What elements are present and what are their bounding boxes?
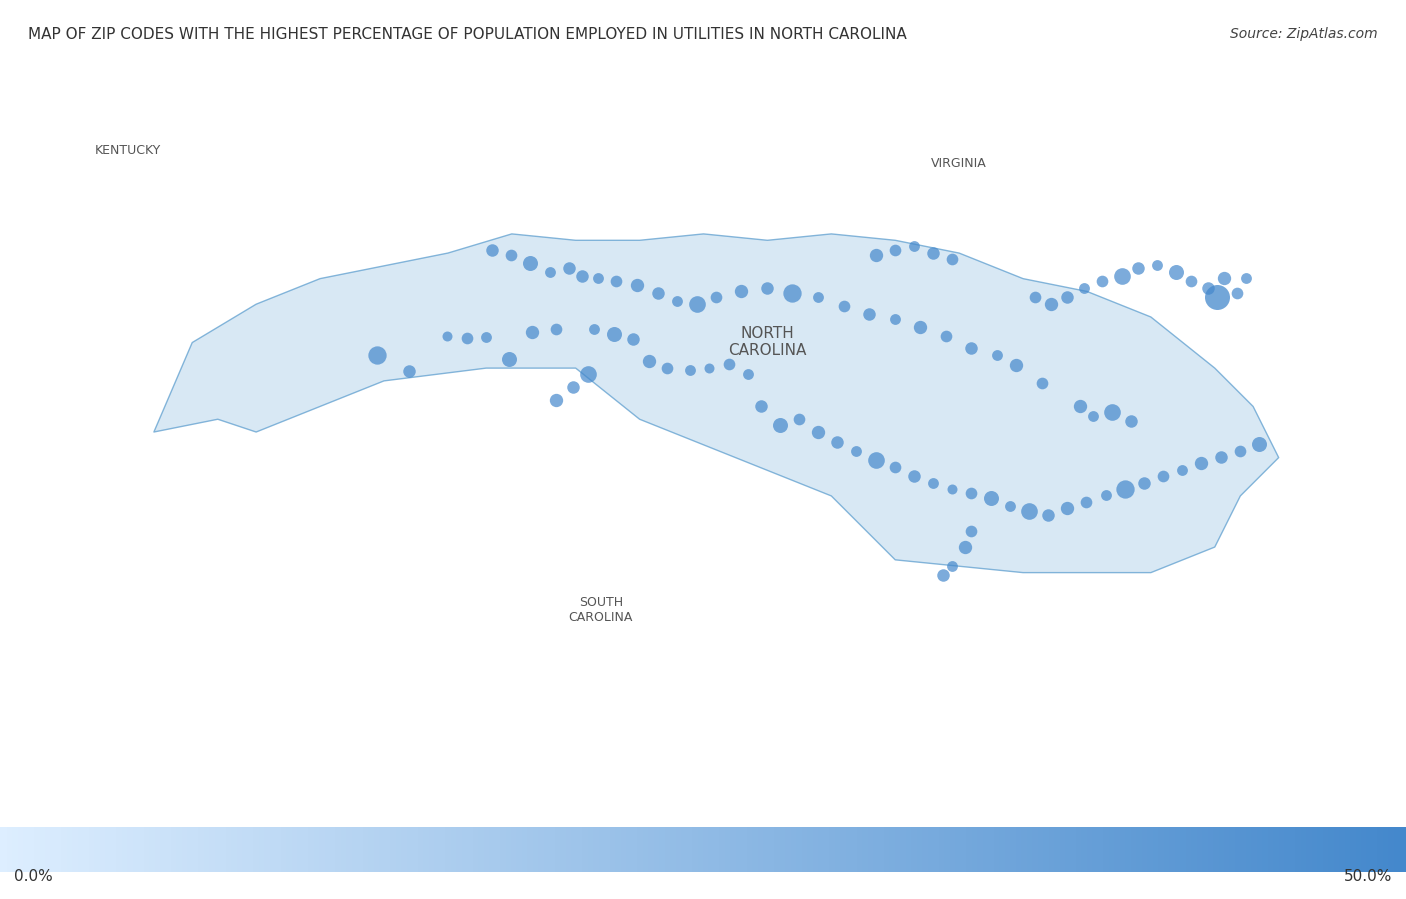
Text: Source: ZipAtlas.com: Source: ZipAtlas.com	[1230, 27, 1378, 41]
Text: SOUTH
CAROLINA: SOUTH CAROLINA	[568, 596, 633, 625]
Text: 50.0%: 50.0%	[1344, 869, 1392, 884]
Text: MAP OF ZIP CODES WITH THE HIGHEST PERCENTAGE OF POPULATION EMPLOYED IN UTILITIES: MAP OF ZIP CODES WITH THE HIGHEST PERCEN…	[28, 27, 907, 42]
Text: NORTH
CAROLINA: NORTH CAROLINA	[728, 325, 806, 358]
Text: KENTUCKY: KENTUCKY	[94, 144, 160, 156]
Text: 0.0%: 0.0%	[14, 869, 53, 884]
Text: VIRGINIA: VIRGINIA	[931, 156, 987, 170]
